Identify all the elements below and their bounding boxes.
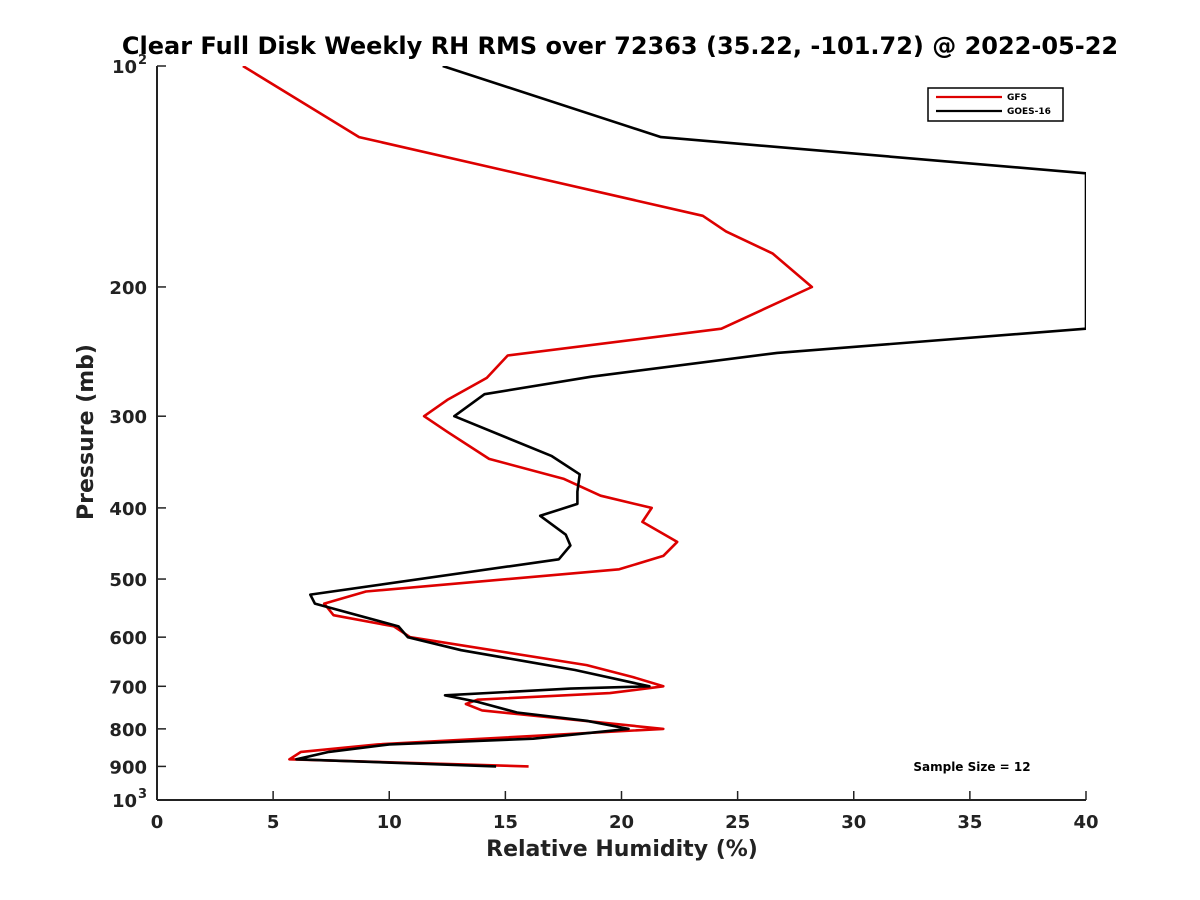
series-line-gfs (242, 66, 814, 768)
plot-area: 0 5 10 15 20 25 30 35 40 10 220030040050060070080… (109, 53, 1098, 833)
x-tick-label: 30 (841, 812, 866, 833)
y-tick-label: 900 (109, 757, 147, 778)
y-tick-label-text: 400 (109, 499, 147, 520)
series-line-goes-16 (295, 66, 1086, 768)
y-tick-label-text: 10 (112, 57, 137, 78)
y-tick-label-text: 10 (112, 791, 137, 812)
y-tick-label-text: 700 (109, 677, 147, 698)
y-axis-label: Pressure (mb) (74, 344, 99, 520)
y-tick-label-text: 300 (109, 407, 147, 428)
x-tick-label: 35 (957, 812, 982, 833)
legend: GFS GOES-16 (927, 87, 1064, 122)
y-tick-label-text: 500 (109, 570, 147, 591)
legend-label-goes16: GOES-16 (1007, 107, 1051, 117)
legend-label-gfs: GFS (1007, 93, 1027, 103)
x-tick-label: 10 (377, 812, 402, 833)
x-tick-label: 20 (609, 812, 634, 833)
y-tick-label: 300 (109, 407, 147, 428)
y-tick-exponent: 3 (138, 787, 147, 802)
x-tick-label: 5 (267, 812, 280, 833)
x-tick-label: 40 (1073, 812, 1098, 833)
series-layer (242, 66, 1086, 768)
y-tick-label: 700 (109, 677, 147, 698)
y-tick-label: 10 (112, 791, 137, 812)
y-tick-label-text: 800 (109, 720, 147, 741)
x-tick-label: 0 (151, 812, 164, 833)
chart-title: Clear Full Disk Weekly RH RMS over 72363… (122, 32, 1118, 60)
y-tick-label: 800 (109, 720, 147, 741)
x-axis-ticks: 0 5 10 15 20 25 30 35 40 (151, 791, 1099, 833)
y-tick-label: 400 (109, 499, 147, 520)
x-tick-label: 25 (725, 812, 750, 833)
y-tick-label-text: 900 (109, 757, 147, 778)
y-tick-label-text: 600 (109, 628, 147, 649)
y-tick-exponent: 2 (138, 53, 147, 68)
x-axis-label: Relative Humidity (%) (486, 837, 758, 862)
y-tick-label: 10 (112, 57, 137, 78)
x-tick-label: 15 (493, 812, 518, 833)
y-tick-label: 600 (109, 628, 147, 649)
y-tick-label: 500 (109, 570, 147, 591)
sample-size-annotation: Sample Size = 12 (913, 760, 1030, 774)
y-tick-label: 200 (109, 278, 147, 299)
y-tick-label-text: 200 (109, 278, 147, 299)
legend-box (927, 87, 1064, 122)
